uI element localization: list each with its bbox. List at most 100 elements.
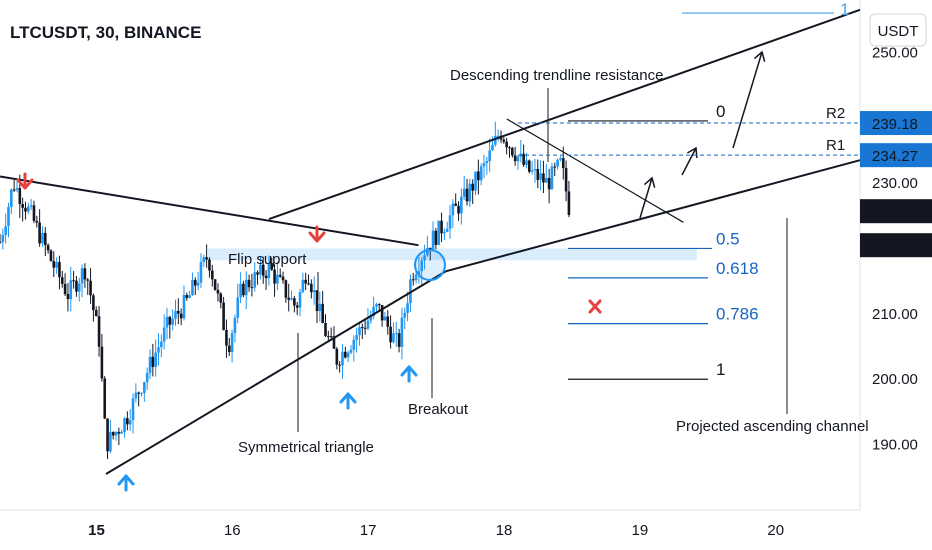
candle-body	[494, 135, 497, 145]
candle-body	[24, 207, 27, 212]
candle-body	[103, 378, 107, 419]
candle-body	[109, 432, 112, 452]
candle-body	[55, 262, 58, 268]
candle-body	[171, 318, 174, 325]
candle-body	[75, 280, 78, 292]
candle-body	[533, 168, 537, 171]
candle-body	[80, 268, 84, 284]
target-arrow	[639, 177, 653, 219]
candle-body	[366, 320, 370, 329]
candle-body	[516, 156, 520, 162]
candle-body	[443, 231, 446, 234]
candle-body	[63, 283, 67, 295]
candle-body	[143, 382, 146, 394]
candle-body	[177, 310, 180, 314]
candle-body	[462, 188, 466, 197]
candle-body	[344, 351, 347, 358]
candle-body	[131, 398, 135, 421]
candle-body	[18, 188, 22, 205]
candle-body	[165, 316, 169, 328]
trendline-ascending-lower[interactable]	[445, 159, 861, 273]
candle-body	[38, 222, 41, 244]
candle-body	[111, 432, 115, 436]
candle-body	[539, 173, 542, 180]
candle-body	[222, 302, 225, 330]
currency-badge[interactable]: USDT	[869, 13, 927, 47]
time-tick-label: 15	[88, 522, 105, 539]
breakout-circle	[414, 249, 446, 281]
drawing-lines	[0, 8, 861, 475]
currency-label: USDT	[878, 23, 919, 40]
candle-body	[295, 305, 299, 308]
resistance-label: R1	[826, 137, 845, 154]
candle-body	[244, 279, 248, 296]
candle-body	[213, 279, 217, 290]
price-tick-label: 210.00	[872, 306, 918, 323]
candle-body	[544, 177, 548, 183]
candle-body	[392, 333, 395, 343]
candle-body	[355, 335, 358, 340]
candle-body	[327, 336, 330, 338]
candle-body	[423, 255, 426, 261]
candle-body	[525, 160, 528, 165]
candle-body	[564, 168, 568, 192]
candle-body	[513, 155, 517, 162]
candle-body	[106, 418, 109, 452]
down-arrow-icon	[308, 225, 326, 243]
candle-body	[58, 262, 61, 278]
candle-body	[92, 295, 95, 311]
price-tag	[860, 199, 932, 224]
candle-body	[338, 364, 341, 366]
candle-body	[117, 431, 121, 434]
candle-body	[128, 420, 132, 425]
candle-body	[485, 161, 489, 164]
price-tag	[860, 233, 932, 258]
candle-body	[43, 232, 47, 246]
candle-body	[182, 295, 186, 319]
price-tag-label: 234.27	[872, 148, 918, 165]
candle-body	[457, 205, 460, 214]
candle-body	[372, 306, 375, 317]
candle-body	[312, 290, 316, 293]
candle-body	[120, 432, 124, 434]
candle-body	[185, 295, 189, 298]
candle-body	[471, 183, 474, 191]
candle-body	[60, 277, 64, 284]
trendline-descending-resistance[interactable]	[506, 118, 684, 223]
candle-body	[559, 158, 562, 160]
candle-body	[205, 257, 208, 260]
candle-body	[389, 326, 392, 343]
price-tick-label: 250.00	[872, 44, 918, 61]
candle-body	[488, 150, 491, 162]
candle-body	[479, 166, 483, 181]
candle-body	[321, 303, 324, 324]
trendline-triangle-upper[interactable]	[0, 175, 419, 247]
candle-body	[168, 316, 172, 325]
markers	[16, 172, 602, 492]
candle-body	[52, 261, 56, 268]
candle-body	[358, 327, 361, 336]
target-arrowhead	[753, 50, 766, 62]
candle-body	[440, 220, 443, 234]
candle-body	[160, 341, 163, 348]
candle-body	[491, 144, 494, 151]
candle-body	[267, 263, 271, 279]
candle-body	[363, 327, 367, 329]
price-tag-label: 225.70	[872, 204, 918, 221]
candle-body	[41, 232, 44, 244]
up-arrow-icon	[400, 365, 418, 383]
candle-body	[349, 349, 353, 353]
candle-body	[140, 393, 143, 395]
candle-body	[556, 159, 559, 167]
candle-body	[397, 333, 401, 347]
candle-body	[508, 147, 511, 149]
candle-body	[318, 303, 322, 312]
trendline-ascending-upper[interactable]	[268, 8, 861, 220]
candle-body	[10, 189, 13, 208]
time-axis: 15 16 17 18 19 20	[88, 522, 784, 539]
candle-body	[264, 275, 268, 279]
trendline-triangle-lower[interactable]	[105, 270, 447, 475]
price-tag-label: 19:46	[872, 238, 910, 255]
time-tick-label: 20	[767, 522, 784, 539]
